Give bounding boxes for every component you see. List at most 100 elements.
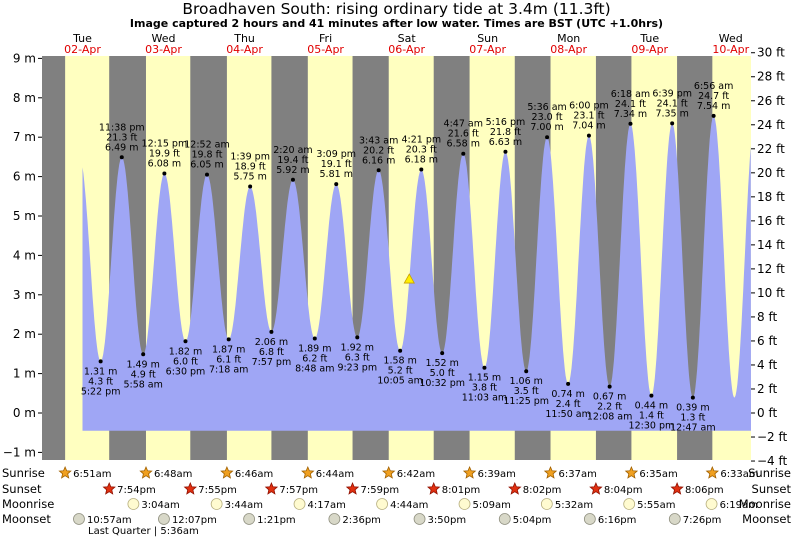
- y-tick-label-m: 0 m: [13, 406, 36, 420]
- low-tide-label: 9:23 pm: [337, 362, 377, 373]
- day-name: Mon: [557, 32, 580, 45]
- moonrise-time: 4:44am: [390, 500, 428, 511]
- sunrise-icon: [543, 465, 558, 479]
- high-tide-label: 4:21 pm: [401, 135, 441, 146]
- sunrise-icon: [462, 465, 477, 479]
- low-tide-point: [98, 359, 103, 364]
- high-tide-label: 18.9 ft: [235, 161, 266, 172]
- low-tide-label: 0.74 m: [551, 389, 584, 400]
- high-tide-label: 5.75 m: [233, 171, 266, 182]
- low-tide-point: [355, 335, 360, 340]
- moonset-icon: [158, 513, 170, 525]
- high-tide-label: 6:39 pm: [652, 88, 692, 99]
- day-name: Tue: [72, 32, 92, 45]
- sunset-icon: [102, 481, 116, 495]
- low-tide-label: 1.92 m: [341, 342, 374, 353]
- high-tide-point: [290, 177, 295, 182]
- day-date: 03-Apr: [145, 43, 182, 56]
- high-tide-label: 21.3 ft: [106, 132, 137, 143]
- moonset-time: 7:26pm: [683, 515, 722, 526]
- high-tide-label: 5:36 am: [527, 102, 566, 113]
- moonrise-icon: [623, 498, 636, 510]
- high-tide-label: 4:47 am: [444, 119, 483, 130]
- high-tide-label: 6:00 pm: [569, 101, 609, 112]
- high-tide-point: [376, 168, 381, 173]
- low-tide-point: [398, 348, 403, 353]
- low-tide-label: 1.31 m: [84, 366, 117, 377]
- day-date: 05-Apr: [307, 43, 344, 56]
- low-tide-label: 12:08 am: [587, 412, 632, 423]
- moonset-icon: [413, 513, 426, 525]
- row-label-right: Moonrise: [739, 497, 791, 511]
- high-tide-point: [419, 167, 424, 172]
- sunrise-icon: [705, 465, 719, 479]
- high-tide-label: 1:39 pm: [230, 151, 270, 162]
- sunset-time: 8:04pm: [604, 485, 643, 496]
- low-tide-point: [690, 395, 695, 400]
- low-tide-label: 8:48 am: [295, 364, 334, 375]
- low-tide-label: 1.06 m: [509, 376, 542, 387]
- y-tick-label-m: 8 m: [13, 91, 36, 105]
- sunset-icon: [508, 481, 522, 495]
- high-tide-label: 7.34 m: [614, 109, 647, 120]
- sunrise-icon: [220, 465, 234, 479]
- day-name: Fri: [319, 32, 332, 45]
- sunrise-icon: [381, 465, 396, 479]
- high-tide-point: [334, 182, 339, 187]
- low-tide-label: 12:47 am: [670, 423, 715, 434]
- y-tick-label-ft: 26 ft: [757, 94, 785, 108]
- day-name: Thu: [233, 32, 255, 45]
- high-tide-point: [628, 121, 633, 126]
- sunset-time: 7:54pm: [117, 485, 156, 496]
- moonrise-icon: [210, 498, 223, 510]
- low-tide-label: 4.9 ft: [131, 369, 156, 380]
- high-tide-label: 6.49 m: [105, 142, 138, 153]
- high-tide-label: 11:38 pm: [99, 122, 145, 133]
- row-label-left: Moonset: [2, 512, 51, 526]
- sunrise-time: 6:44am: [316, 469, 354, 480]
- y-tick-label-ft: −4 ft: [757, 454, 788, 468]
- low-tide-label: 0.67 m: [593, 392, 626, 403]
- day-date: 10-Apr: [712, 43, 749, 56]
- day-name: Wed: [152, 32, 176, 45]
- y-tick-label-ft: −2 ft: [757, 430, 788, 444]
- moon-phase-note: Last Quarter | 5:36am: [88, 526, 199, 537]
- high-tide-label: 21.8 ft: [490, 127, 521, 138]
- moonset-time: 12:07pm: [172, 515, 217, 526]
- low-tide-label: 0.44 m: [635, 401, 668, 412]
- sunrise-icon: [58, 465, 72, 479]
- day-date: 07-Apr: [469, 43, 506, 56]
- moonset-time: 1:21pm: [257, 515, 296, 526]
- high-tide-label: 19.1 ft: [321, 159, 352, 170]
- row-label-left: Sunrise: [2, 466, 45, 480]
- low-tide-label: 5:58 am: [123, 379, 162, 390]
- high-tide-label: 21.6 ft: [448, 129, 479, 140]
- high-tide-label: 19.4 ft: [277, 155, 308, 166]
- sunset-time: 8:01pm: [442, 485, 481, 496]
- low-tide-label: 5:22 pm: [81, 386, 121, 397]
- low-tide-label: 1.4 ft: [639, 411, 664, 422]
- y-tick-label-ft: 12 ft: [757, 262, 785, 276]
- high-tide-point: [711, 113, 716, 118]
- sunrise-time: 6:35am: [639, 469, 677, 480]
- y-tick-label-ft: 0 ft: [757, 406, 777, 420]
- low-tide-label: 10:05 am: [377, 376, 422, 387]
- page-subtitle: Image captured 2 hours and 41 minutes af…: [129, 17, 664, 30]
- low-tide-label: 11:25 pm: [503, 396, 549, 407]
- day-date: 04-Apr: [226, 43, 263, 56]
- high-tide-label: 6.18 m: [405, 155, 438, 166]
- sunset-icon: [427, 481, 441, 495]
- sunrise-time: 6:46am: [235, 469, 273, 480]
- low-tide-label: 2.4 ft: [556, 399, 581, 410]
- high-tide-point: [586, 133, 591, 138]
- low-tide-label: 11:50 am: [545, 409, 590, 420]
- y-tick-label-ft: 10 ft: [757, 286, 785, 300]
- y-tick-label-ft: 22 ft: [757, 142, 785, 156]
- high-tide-label: 24.1 ft: [657, 98, 688, 109]
- high-tide-label: 6:18 am: [611, 89, 650, 100]
- high-tide-label: 6.58 m: [447, 139, 480, 150]
- high-tide-label: 24.1 ft: [615, 99, 646, 110]
- low-tide-label: 1.49 m: [126, 359, 159, 370]
- low-tide-label: 12:30 pm: [629, 421, 675, 432]
